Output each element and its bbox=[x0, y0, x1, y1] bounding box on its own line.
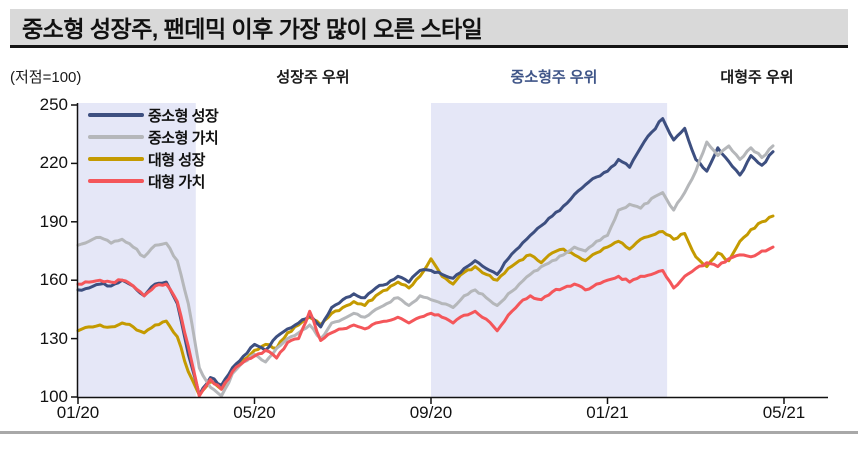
annotation-smallmid-dominance: 중소형주 우위 bbox=[510, 69, 598, 86]
footer-rule bbox=[0, 431, 858, 434]
y-tick-label: 220 bbox=[39, 153, 68, 173]
legend-label: 대형 성장 bbox=[148, 151, 205, 169]
legend-line-swatch bbox=[88, 113, 144, 117]
y-tick-label: 250 bbox=[39, 95, 68, 114]
legend-label: 대형 가치 bbox=[148, 173, 205, 191]
legend-item-0: 중소형 성장 bbox=[88, 104, 219, 126]
title-underline bbox=[10, 45, 848, 48]
legend-line-swatch bbox=[88, 157, 144, 161]
series-line-2 bbox=[76, 214, 775, 397]
legend-line-swatch bbox=[88, 179, 144, 183]
x-tick-label: 05/20 bbox=[233, 403, 276, 422]
legend-label: 중소형 성장 bbox=[148, 107, 219, 125]
legend-item-3: 대형 가치 bbox=[88, 170, 218, 192]
y-axis-note: (저점=100) bbox=[10, 69, 82, 86]
x-tick-label: 01/20 bbox=[56, 403, 100, 422]
legend-item-1: 중소형 가치 bbox=[88, 126, 219, 148]
series-line-3 bbox=[76, 245, 775, 398]
x-tick-label: 01/21 bbox=[586, 403, 629, 422]
y-tick-label: 130 bbox=[39, 328, 68, 348]
legend-label: 중소형 가치 bbox=[148, 129, 219, 147]
chart-title: 중소형 성장주, 팬데믹 이후 가장 많이 오른 스타일 bbox=[22, 16, 483, 42]
x-tick-label: 09/20 bbox=[409, 403, 453, 422]
legend-item-2: 대형 성장 bbox=[88, 148, 218, 170]
chart-title-bar: 중소형 성장주, 팬데믹 이후 가장 많이 오른 스타일 bbox=[10, 9, 848, 45]
highlight-band-2 bbox=[431, 103, 668, 397]
y-tick-label: 100 bbox=[39, 387, 68, 406]
x-tick-label: 05/21 bbox=[762, 403, 806, 422]
annotation-growth-dominance: 성장주 우위 bbox=[276, 69, 350, 86]
y-tick-label: 190 bbox=[39, 211, 68, 231]
y-tick-label: 160 bbox=[39, 270, 68, 290]
series-line-1 bbox=[76, 140, 775, 398]
annotation-largecap-dominance: 대형주 우위 bbox=[720, 69, 794, 86]
legend-line-swatch bbox=[88, 135, 144, 139]
